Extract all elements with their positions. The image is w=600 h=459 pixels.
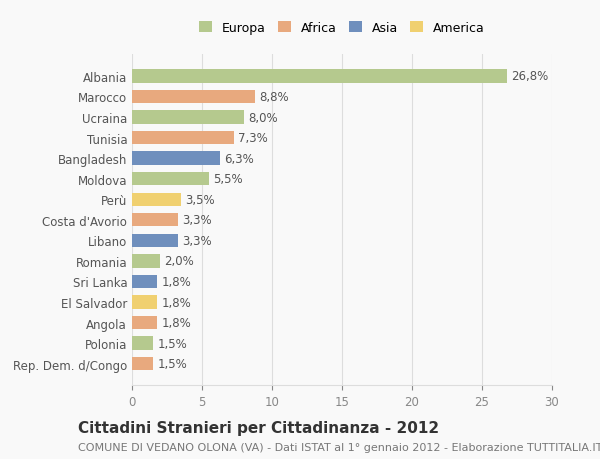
Bar (132, 316, 157, 330)
Text: 26,8%: 26,8% (511, 70, 548, 83)
Text: 7,3%: 7,3% (238, 132, 268, 145)
Bar (132, 90, 255, 104)
Text: 8,0%: 8,0% (248, 111, 278, 124)
Bar (132, 234, 178, 247)
Bar (132, 255, 160, 268)
Bar (132, 132, 234, 145)
Bar (132, 275, 157, 289)
Bar (132, 193, 181, 207)
Text: 2,0%: 2,0% (164, 255, 194, 268)
Text: 3,3%: 3,3% (182, 235, 212, 247)
Legend: Europa, Africa, Asia, America: Europa, Africa, Asia, America (196, 18, 488, 39)
Text: 8,8%: 8,8% (259, 91, 289, 104)
Text: 5,5%: 5,5% (213, 173, 243, 186)
Text: 1,8%: 1,8% (161, 275, 191, 288)
Bar (132, 296, 157, 309)
Bar (132, 111, 244, 124)
Text: Cittadini Stranieri per Cittadinanza - 2012: Cittadini Stranieri per Cittadinanza - 2… (78, 420, 439, 435)
Bar (132, 357, 153, 370)
Bar (132, 173, 209, 186)
Bar (132, 70, 507, 84)
Bar (132, 152, 220, 165)
Text: 1,5%: 1,5% (157, 358, 187, 370)
Text: 3,3%: 3,3% (182, 214, 212, 227)
Text: 3,5%: 3,5% (185, 193, 215, 206)
Text: COMUNE DI VEDANO OLONA (VA) - Dati ISTAT al 1° gennaio 2012 - Elaborazione TUTTI: COMUNE DI VEDANO OLONA (VA) - Dati ISTAT… (78, 442, 600, 452)
Bar (132, 213, 178, 227)
Text: 1,8%: 1,8% (161, 296, 191, 309)
Text: 6,3%: 6,3% (224, 152, 254, 165)
Text: 1,8%: 1,8% (161, 316, 191, 330)
Bar (132, 337, 153, 350)
Text: 1,5%: 1,5% (157, 337, 187, 350)
